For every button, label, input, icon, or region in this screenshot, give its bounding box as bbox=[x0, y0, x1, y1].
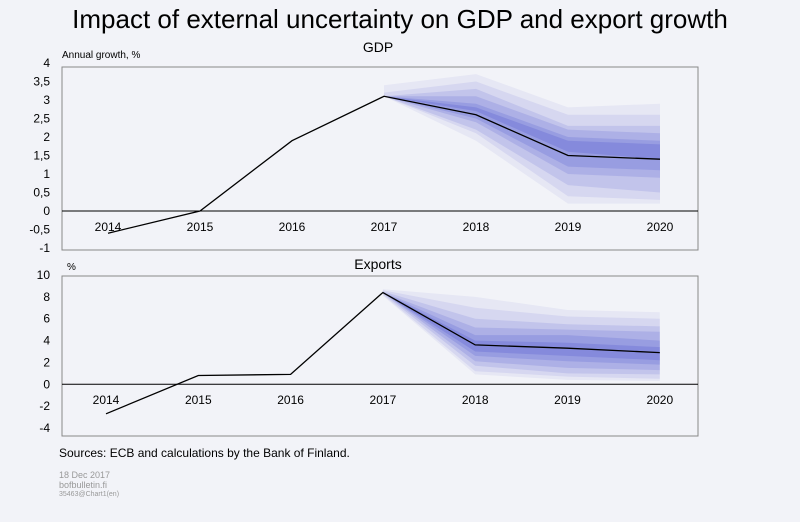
gdp-y-tick-label: 2,5 bbox=[33, 112, 50, 126]
gdp-category-label: 2018 bbox=[463, 220, 490, 234]
exports-category-label: 2020 bbox=[646, 393, 673, 407]
exports-y-tick-label: 4 bbox=[43, 334, 50, 348]
gdp-fan-band-1 bbox=[384, 96, 660, 160]
exports-panel: -4 -2 0 2 4 6 8 10 2014 2015 2016 2017 2018 2019 2020 bbox=[37, 268, 698, 435]
sources-note: Sources: ECB and calculations by the Ban… bbox=[59, 446, 350, 460]
exports-y-tick-label: -4 bbox=[39, 421, 50, 435]
exports-y-tick-label: 10 bbox=[37, 268, 51, 282]
gdp-y-tick-label: 3,5 bbox=[33, 75, 50, 89]
footer-code: 35463@Chart1(en) bbox=[59, 491, 120, 498]
footer: 18 Dec 2017 bofbulletin.fi 35463@Chart1(… bbox=[59, 470, 119, 500]
gdp-y-tick-label: 2 bbox=[43, 130, 50, 144]
exports-y-tick-label: 2 bbox=[43, 355, 50, 369]
exports-category-label: 2014 bbox=[93, 393, 120, 407]
exports-category-label: 2016 bbox=[277, 393, 304, 407]
gdp-y-tick-label: 0 bbox=[43, 204, 50, 218]
gdp-category-label: 2019 bbox=[555, 220, 582, 234]
gdp-panel-frame bbox=[61, 66, 699, 251]
gdp-category-label: 2020 bbox=[647, 220, 674, 234]
gdp-category-label: 2017 bbox=[371, 220, 398, 234]
gdp-y-tick-label: -0,5 bbox=[29, 223, 50, 237]
chart-title: Impact of external uncertainty on GDP an… bbox=[72, 4, 728, 34]
gdp-fan-band-3 bbox=[384, 96, 660, 178]
gdp-y-tick-label: 1 bbox=[43, 167, 50, 181]
gdp-category-label: 2014 bbox=[95, 220, 122, 234]
gdp-fan-band-5 bbox=[384, 81, 660, 200]
exports-fan-band-3 bbox=[382, 292, 660, 371]
gdp-fan-band-6 bbox=[384, 74, 660, 204]
gdp-unit-label: Annual growth, % bbox=[62, 50, 140, 61]
gdp-y-tick-label: 3 bbox=[43, 93, 50, 107]
exports-unit-label: % bbox=[67, 262, 76, 273]
exports-category-label: 2019 bbox=[554, 393, 581, 407]
exports-panel-title: Exports bbox=[354, 256, 401, 272]
gdp-panel: -1 -0,5 0 0,5 1 1,5 2 2,5 3 3,5 4 2014 2015 2016 2017 2… bbox=[29, 56, 698, 255]
exports-fan-band-5 bbox=[382, 290, 660, 379]
gdp-y-tick-label: 1,5 bbox=[33, 149, 50, 163]
exports-y-tick-label: 8 bbox=[43, 290, 50, 304]
exports-series-line bbox=[105, 291, 660, 415]
gdp-y-tick-label: 0,5 bbox=[33, 186, 50, 200]
exports-fan-band-2 bbox=[382, 292, 660, 365]
gdp-y-tick-label: 4 bbox=[43, 56, 50, 70]
exports-y-tick-label: -2 bbox=[39, 399, 50, 413]
exports-fan-band-6 bbox=[382, 289, 660, 381]
gdp-fan-band-4 bbox=[384, 88, 660, 193]
gdp-series-line bbox=[107, 95, 661, 234]
exports-y-tick-label: 6 bbox=[43, 312, 50, 326]
gdp-y-tick-label: -1 bbox=[39, 241, 50, 255]
gdp-fan-band-2 bbox=[384, 96, 660, 171]
footer-date: 18 Dec 2017 bbox=[59, 470, 111, 480]
footer-site: bofbulletin.fi bbox=[59, 480, 108, 490]
exports-category-label: 2018 bbox=[462, 393, 489, 407]
exports-fan-band-4 bbox=[382, 291, 660, 375]
exports-category-label: 2015 bbox=[185, 393, 212, 407]
gdp-category-label: 2016 bbox=[279, 220, 306, 234]
exports-panel-frame bbox=[61, 275, 699, 437]
gdp-category-label: 2015 bbox=[187, 220, 214, 234]
gdp-panel-title: GDP bbox=[363, 39, 393, 55]
exports-category-label: 2017 bbox=[370, 393, 397, 407]
exports-y-tick-label: 0 bbox=[43, 377, 50, 391]
